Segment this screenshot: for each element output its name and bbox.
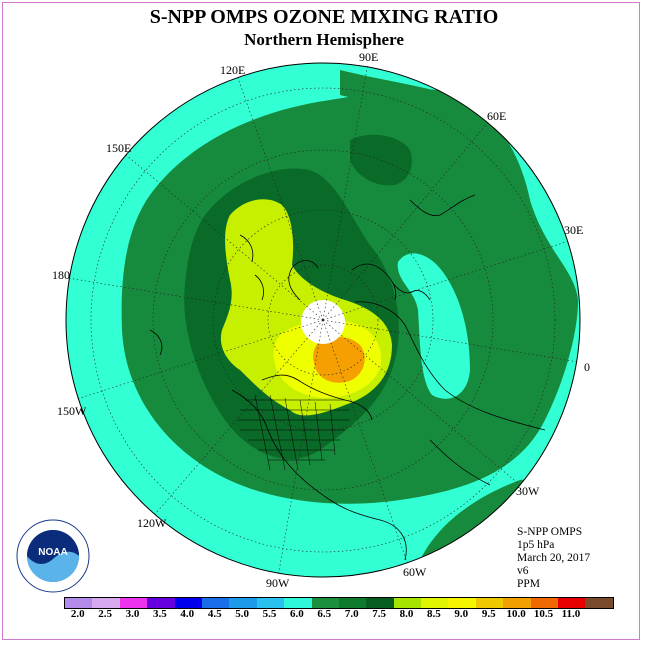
colorbar-swatch bbox=[147, 598, 175, 608]
colorbar-tick-label: 7.5 bbox=[372, 608, 386, 620]
colorbar-tick-label: 4.5 bbox=[207, 608, 222, 620]
colorbar-swatch bbox=[503, 598, 531, 608]
colorbar-swatch bbox=[366, 598, 394, 608]
figure-subtitle: Northern Hemisphere bbox=[244, 30, 404, 49]
colorbar-swatch bbox=[530, 598, 559, 608]
colorbar-tick-label: 7.0 bbox=[344, 608, 359, 620]
colorbar-tick-label: 2.0 bbox=[70, 608, 85, 620]
colorbar-tick-label: 10.0 bbox=[506, 608, 526, 620]
lon-label-180: 180 bbox=[52, 268, 70, 282]
colorbar-tick-label: 3.0 bbox=[125, 608, 140, 620]
colorbar-swatch bbox=[119, 598, 148, 608]
lon-label-150e: 150E bbox=[106, 141, 132, 155]
colorbar-swatch bbox=[448, 598, 476, 608]
us-grid bbox=[238, 394, 350, 471]
colorbar-swatch bbox=[284, 598, 312, 608]
colorbar-tick-label: 5.5 bbox=[262, 608, 277, 620]
colorbar-tick-label: 6.0 bbox=[290, 608, 304, 620]
colorbar-tick-label: 8.0 bbox=[399, 608, 414, 620]
colorbar-swatch bbox=[393, 598, 422, 608]
colorbar-ticks: 2.0 2.5 3.0 3.5 4.0 4.5 5.0 5.5 6.0 6.5 7.0 7.5 8.0 8… bbox=[0, 608, 648, 624]
lon-label-90w: 90W bbox=[266, 576, 290, 590]
lon-label-60w: 60W bbox=[403, 565, 427, 579]
colorbar-tick-label: 8.5 bbox=[427, 608, 441, 620]
noaa-logo: NOAA bbox=[16, 519, 90, 593]
colorbar-swatch bbox=[174, 598, 202, 608]
coastlines bbox=[149, 194, 546, 561]
lon-label-0: 0 bbox=[584, 360, 590, 374]
colorbar-swatch bbox=[92, 598, 120, 608]
colorbar-swatch bbox=[421, 598, 449, 608]
colorbar-tick-label: 10.5 bbox=[533, 608, 554, 620]
contour-green-top bbox=[340, 70, 450, 110]
colorbar-swatch bbox=[585, 598, 613, 608]
pole-data-gap bbox=[301, 300, 345, 344]
colorbar-swatch bbox=[229, 598, 257, 608]
colorbar-tick-label: 3.5 bbox=[153, 608, 167, 620]
contour-cyan-tongue bbox=[397, 253, 470, 399]
noaa-logo-text: NOAA bbox=[38, 547, 67, 558]
colorbar-tick-label: 6.5 bbox=[317, 608, 332, 620]
colorbar-tick-label: 2.5 bbox=[98, 608, 112, 620]
colorbar-swatch bbox=[256, 598, 285, 608]
lon-label-120w: 120W bbox=[137, 516, 167, 530]
info-block: S-NPP OMPS 1p5 hPa March 20, 2017 v6 PPM bbox=[517, 526, 590, 591]
colorbar-swatch bbox=[558, 598, 586, 608]
info-date: March 20, 2017 bbox=[517, 552, 591, 564]
lon-label-30w: 30W bbox=[516, 484, 540, 498]
figure-title: S-NPP OMPS OZONE MIXING RATIO bbox=[149, 6, 499, 28]
contour-orange-core bbox=[313, 336, 365, 383]
figure-border bbox=[2, 2, 640, 640]
colorbar-swatch bbox=[65, 598, 93, 608]
colorbar-tick-label: 9.0 bbox=[454, 608, 469, 620]
contour-dark-green-top bbox=[350, 134, 412, 186]
info-level: 1p5 hPa bbox=[517, 539, 555, 551]
colorbar-tick-label: 11.0 bbox=[561, 608, 581, 620]
map-boundary bbox=[65, 62, 581, 578]
info-version: v6 bbox=[517, 565, 529, 577]
colorbar-swatch bbox=[475, 598, 504, 608]
lon-label-30e: 30E bbox=[564, 223, 584, 237]
colorbar-swatch bbox=[338, 598, 367, 608]
lon-label-150w: 150W bbox=[57, 404, 87, 418]
colorbar-tick-label: 5.0 bbox=[235, 608, 249, 620]
colorbar-swatch bbox=[201, 598, 230, 608]
lon-label-90e: 90E bbox=[359, 50, 379, 64]
lon-label-60e: 60E bbox=[487, 109, 507, 123]
colorbar-tick-label: 9.5 bbox=[481, 608, 496, 620]
info-instrument: S-NPP OMPS bbox=[517, 526, 583, 538]
colorbar-tick-label: 4.0 bbox=[180, 608, 195, 620]
lon-label-120e: 120E bbox=[220, 63, 246, 77]
colorbar-swatch bbox=[311, 598, 339, 608]
info-units: PPM bbox=[517, 578, 541, 590]
graticule bbox=[67, 63, 579, 577]
colorbar bbox=[64, 597, 614, 609]
